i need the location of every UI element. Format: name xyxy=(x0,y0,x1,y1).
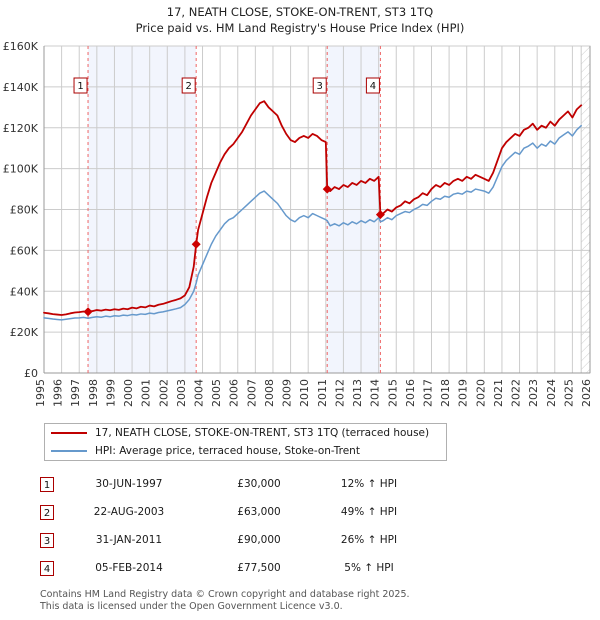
txn-hpi-delta: 26% ↑ HPI xyxy=(340,534,398,546)
event-label-text-1: 1 xyxy=(77,81,83,92)
y-axis-tick-label: £0 xyxy=(24,367,38,380)
x-axis-tick-label: 2010 xyxy=(298,379,311,407)
event-label-box-3[interactable] xyxy=(312,77,327,94)
x-axis-tick-label: 2007 xyxy=(245,379,258,407)
forecast-region xyxy=(580,45,591,374)
y-axis-tick-label: £80K xyxy=(10,204,39,217)
x-axis-tick-label: 2017 xyxy=(421,379,434,407)
table-row: 4 05-FEB-2014 £77,500 5% ↑ HPI xyxy=(40,554,470,582)
x-axis-tick-label: 2001 xyxy=(140,379,153,407)
x-axis-tick-label: 2000 xyxy=(122,379,135,407)
x-axis-tick-label: 2022 xyxy=(510,379,523,407)
x-axis-tick-label: 2013 xyxy=(351,379,364,407)
event-label-text-2: 2 xyxy=(185,81,191,92)
y-axis-tick-label: £20K xyxy=(10,326,39,339)
x-axis-tick-label: 2005 xyxy=(210,379,223,407)
event-label-box-1[interactable] xyxy=(73,77,88,94)
footer-line-1: Contains HM Land Registry data © Crown c… xyxy=(40,589,410,600)
txn-index-badge: 3 xyxy=(40,532,54,548)
sale-marker-1[interactable] xyxy=(83,307,93,317)
txn-hpi-delta: 49% ↑ HPI xyxy=(340,506,398,518)
x-axis-tick-label: 1999 xyxy=(104,379,117,407)
event-label-box-4[interactable] xyxy=(365,77,380,94)
chart-legend: 17, NEATH CLOSE, STOKE-ON-TRENT, ST3 1TQ… xyxy=(44,423,447,461)
transactions-table: 1 30-JUN-1997 £30,000 12% ↑ HPI 2 22-AUG… xyxy=(40,470,470,582)
sale-marker-4[interactable] xyxy=(375,210,385,220)
event-label-text-4: 4 xyxy=(370,81,376,92)
txn-price: £90,000 xyxy=(237,534,281,546)
x-axis-tick-label: 2002 xyxy=(157,379,170,407)
x-axis-tick-label: 2020 xyxy=(474,379,487,407)
chart-titles: 17, NEATH CLOSE, STOKE-ON-TRENT, ST3 1TQ… xyxy=(0,4,600,36)
page-title: 17, NEATH CLOSE, STOKE-ON-TRENT, ST3 1TQ xyxy=(166,5,434,19)
x-axis-tick-label: 1997 xyxy=(69,379,82,407)
txn-date: 22-AUG-2003 xyxy=(93,506,165,518)
footer-line-2: This data is licensed under the Open Gov… xyxy=(40,600,343,612)
x-axis-tick-label: 2018 xyxy=(439,379,452,407)
txn-price: £30,000 xyxy=(237,478,281,490)
txn-index-badge: 1 xyxy=(40,476,54,492)
txn-date: 31-JAN-2011 xyxy=(95,534,163,546)
event-label-box-2[interactable] xyxy=(181,77,196,94)
attribution-footer: Contains HM Land Registry data © Crown c… xyxy=(40,589,560,612)
sale-marker-3[interactable] xyxy=(322,184,332,194)
x-axis-tick-label: 2021 xyxy=(492,379,505,407)
x-axis-tick-label: 2004 xyxy=(193,379,206,407)
y-axis-tick-label: £40K xyxy=(10,285,39,298)
x-axis-tick-label: 2014 xyxy=(369,379,382,407)
legend-label-property: 17, NEATH CLOSE, STOKE-ON-TRENT, ST3 1TQ… xyxy=(95,427,430,439)
x-axis-tick-label: 2003 xyxy=(175,379,188,407)
x-axis-tick-label: 2015 xyxy=(386,379,399,407)
table-row: 1 30-JUN-1997 £30,000 12% ↑ HPI xyxy=(40,470,470,498)
y-axis-tick-label: £160K xyxy=(3,40,39,53)
y-axis-tick-label: £120K xyxy=(3,122,39,135)
y-axis-tick-label: £60K xyxy=(10,244,39,257)
x-axis-tick-label: 2025 xyxy=(562,379,575,407)
y-axis-tick-label: £140K xyxy=(3,81,39,94)
x-axis-tick-label: 1995 xyxy=(34,379,47,407)
x-axis-tick-label: 2019 xyxy=(457,379,470,407)
x-axis-tick-label: 2008 xyxy=(263,379,276,407)
table-row: 3 31-JAN-2011 £90,000 26% ↑ HPI xyxy=(40,526,470,554)
x-axis-tick-label: 1998 xyxy=(87,379,100,407)
txn-hpi-delta: 5% ↑ HPI xyxy=(344,562,394,574)
txn-index-badge: 4 xyxy=(40,560,54,576)
x-axis-tick-label: 2009 xyxy=(281,379,294,407)
price-history-chart: £0 £20K £40K £60K £80K £100K £120K £140K £160K 19… xyxy=(3,40,593,407)
event-label-text-3: 3 xyxy=(317,81,323,92)
txn-hpi-delta: 12% ↑ HPI xyxy=(340,478,398,490)
legend-entry-property: 17, NEATH CLOSE, STOKE-ON-TRENT, ST3 1TQ… xyxy=(45,424,446,442)
legend-entry-hpi: HPI: Average price, terraced house, Stok… xyxy=(45,442,446,460)
sale-marker-2[interactable] xyxy=(191,239,201,249)
txn-date: 30-JUN-1997 xyxy=(95,478,163,490)
x-axis-tick-label: 2024 xyxy=(545,379,558,407)
line-swatch-icon xyxy=(51,432,87,434)
x-axis-tick-label: 1996 xyxy=(52,379,65,407)
legend-label-hpi: HPI: Average price, terraced house, Stok… xyxy=(95,445,360,457)
x-axis-tick-label: 2026 xyxy=(580,379,593,407)
page-subtitle: Price paid vs. HM Land Registry's House … xyxy=(135,21,465,35)
x-axis-tick-label: 2011 xyxy=(316,379,329,407)
x-axis-tick-label: 2006 xyxy=(228,379,241,407)
txn-index-badge: 2 xyxy=(40,504,54,520)
txn-date: 05-FEB-2014 xyxy=(95,562,163,574)
series-line-hpi xyxy=(43,124,582,321)
y-axis-tick-label: £100K xyxy=(3,163,39,176)
x-axis-tick-label: 2023 xyxy=(527,379,540,407)
series-line-property xyxy=(43,100,583,316)
x-axis-tick-label: 2012 xyxy=(333,379,346,407)
txn-price: £77,500 xyxy=(237,562,281,574)
table-row: 2 22-AUG-2003 £63,000 49% ↑ HPI xyxy=(40,498,470,526)
txn-price: £63,000 xyxy=(237,506,281,518)
line-swatch-icon xyxy=(51,450,87,452)
x-axis-tick-label: 2016 xyxy=(404,379,417,407)
